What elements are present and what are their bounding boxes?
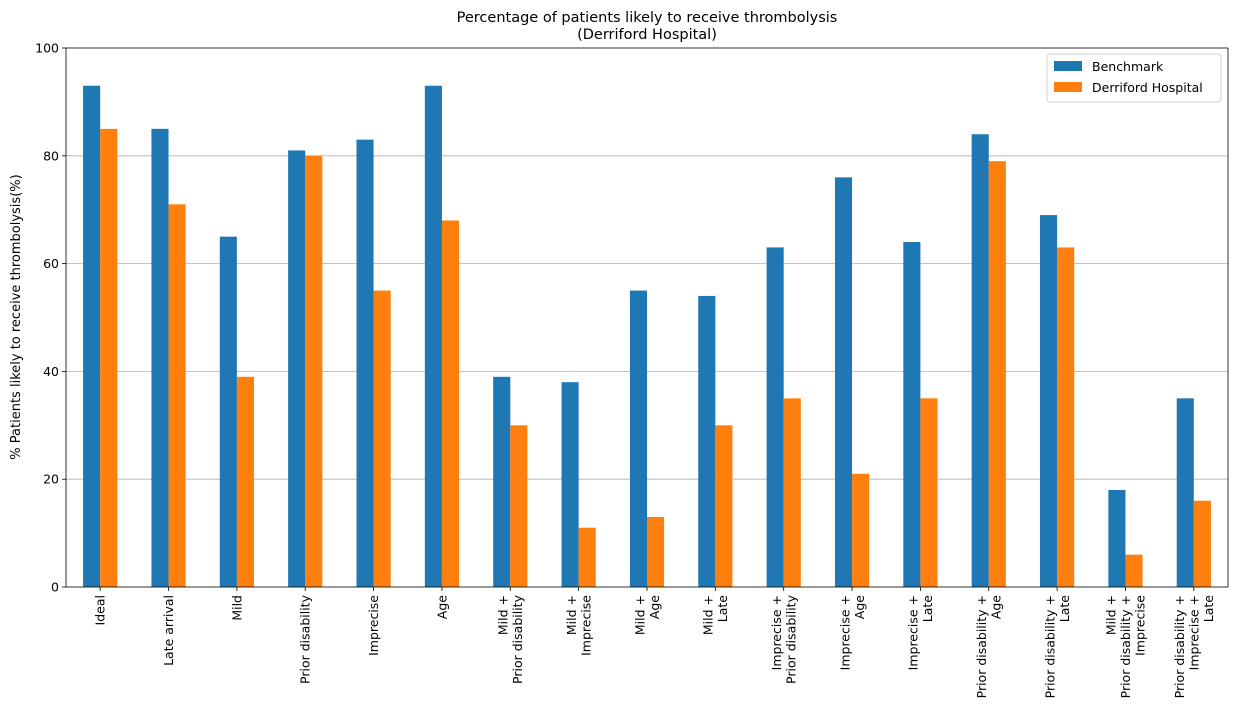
bar-derriford-hospital bbox=[988, 161, 1006, 587]
bar-derriford-hospital bbox=[100, 128, 118, 587]
y-tick-label: 60 bbox=[43, 256, 59, 271]
legend-label: Derriford Hospital bbox=[1092, 80, 1203, 95]
x-tick-label: Mild + bbox=[1104, 595, 1119, 635]
bar-benchmark bbox=[1040, 215, 1058, 587]
x-tick-label: Imprecise bbox=[578, 595, 593, 656]
bar-derriford-hospital bbox=[647, 516, 665, 587]
chart-title: Percentage of patients likely to receive… bbox=[457, 10, 838, 43]
x-tick-label: Imprecise + bbox=[1186, 595, 1201, 670]
bar-derriford-hospital bbox=[852, 473, 870, 587]
y-tick-label: 100 bbox=[35, 41, 59, 56]
y-tick-label: 40 bbox=[43, 364, 59, 379]
y-tick-label: 0 bbox=[51, 580, 59, 595]
bar-derriford-hospital bbox=[783, 398, 801, 587]
y-tick-label: 80 bbox=[43, 148, 59, 163]
x-tick-label: Mild + bbox=[564, 595, 579, 635]
bar-derriford-hospital bbox=[305, 155, 323, 588]
x-tick-label: Age bbox=[434, 595, 449, 619]
x-tick-label: Age bbox=[989, 595, 1004, 619]
x-tick-label: Late arrival bbox=[161, 595, 176, 666]
bar-benchmark bbox=[219, 236, 237, 587]
x-axis-ticks: Ideal Late arrival Mild Prior disability Imp… bbox=[93, 587, 1216, 698]
x-tick-label: Prior disability bbox=[784, 594, 799, 684]
chart-title-line-1: Percentage of patients likely to receive… bbox=[457, 10, 838, 26]
x-tick-label: Prior disability bbox=[510, 594, 525, 684]
bar-derriford-hospital bbox=[510, 425, 528, 587]
x-tick-label: Prior disability + bbox=[1042, 595, 1057, 698]
x-tick-label: Mild bbox=[229, 595, 244, 621]
bar-derriford-hospital bbox=[920, 398, 938, 587]
legend-box bbox=[1046, 53, 1222, 103]
bar-derriford-hospital bbox=[1057, 247, 1075, 587]
bar-benchmark bbox=[424, 85, 442, 587]
x-tick-label: Imprecise bbox=[1133, 595, 1148, 656]
x-tick-label: Imprecise + bbox=[769, 595, 784, 670]
bar-benchmark bbox=[83, 85, 101, 587]
bar-derriford-hospital bbox=[441, 220, 460, 588]
bar-benchmark bbox=[766, 247, 784, 587]
x-tick-label: Prior disability + bbox=[1118, 595, 1133, 698]
legend-swatch bbox=[1054, 82, 1082, 92]
bar-derriford-hospital bbox=[578, 527, 596, 587]
bar-derriford-hospital bbox=[715, 425, 733, 587]
x-tick-label: Late bbox=[1057, 595, 1072, 623]
x-tick-label: Prior disability + bbox=[1172, 595, 1187, 698]
bar-derriford-hospital bbox=[168, 204, 186, 587]
bar-benchmark bbox=[1108, 489, 1126, 587]
legend: Benchmark Derriford Hospital bbox=[1046, 53, 1222, 103]
x-tick-label: Prior disability bbox=[298, 594, 313, 684]
bar-benchmark bbox=[493, 376, 511, 587]
y-axis-ticks: 0 20 40 60 80 100 bbox=[35, 41, 66, 595]
bar-benchmark bbox=[1176, 398, 1194, 587]
y-tick-label: 20 bbox=[43, 472, 59, 487]
x-tick-label: Mild + bbox=[701, 595, 716, 635]
bar-benchmark bbox=[698, 295, 716, 587]
bar-benchmark bbox=[834, 177, 853, 588]
bar-derriford-hospital bbox=[236, 376, 254, 587]
x-tick-label: Late bbox=[920, 595, 935, 623]
x-tick-label: Imprecise + bbox=[906, 595, 921, 670]
x-tick-label: Imprecise + bbox=[837, 595, 852, 670]
legend-swatch bbox=[1054, 61, 1082, 71]
bar-benchmark bbox=[561, 382, 579, 587]
legend-label: Benchmark bbox=[1092, 59, 1164, 74]
x-tick-label: Age bbox=[647, 595, 662, 619]
x-tick-label: Late bbox=[1201, 595, 1216, 623]
bar-derriford-hospital bbox=[373, 290, 391, 587]
bar-benchmark bbox=[151, 128, 169, 587]
x-tick-label: Age bbox=[852, 595, 867, 619]
bar-benchmark bbox=[629, 290, 647, 587]
bar-benchmark bbox=[903, 242, 921, 588]
chart-title-line-2: (Derriford Hospital) bbox=[577, 27, 717, 43]
bar-derriford-hospital bbox=[1193, 500, 1211, 587]
bars bbox=[83, 85, 1211, 588]
bar-benchmark bbox=[971, 134, 989, 588]
x-tick-label: Ideal bbox=[93, 595, 108, 625]
y-axis-label: % Patients likely to receive thrombolysi… bbox=[9, 174, 24, 459]
x-tick-label: Imprecise bbox=[366, 595, 381, 656]
bar-derriford-hospital bbox=[1125, 554, 1143, 587]
bar-benchmark bbox=[356, 139, 374, 587]
x-tick-label: Late bbox=[715, 595, 730, 623]
x-tick-label: Prior disability + bbox=[974, 595, 989, 698]
bar-benchmark bbox=[288, 150, 306, 587]
x-tick-label: Mild + bbox=[632, 595, 647, 635]
x-tick-label: Mild + bbox=[496, 595, 511, 635]
